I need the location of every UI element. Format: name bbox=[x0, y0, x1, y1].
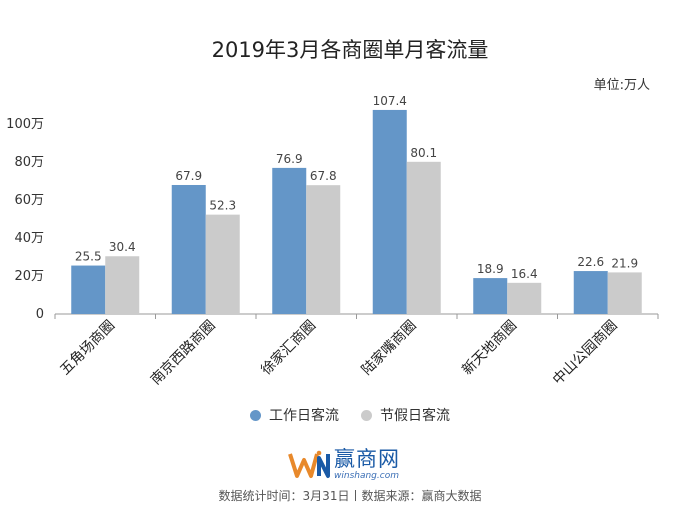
bar-work bbox=[573, 271, 608, 314]
bar-work bbox=[473, 278, 508, 314]
data-label-work: 76.9 bbox=[276, 152, 303, 166]
legend-item-holiday: 节假日客流 bbox=[361, 405, 450, 425]
bar-work bbox=[171, 184, 206, 314]
unit-label: 单位:万人 bbox=[593, 78, 650, 93]
y-tick-label: 40万 bbox=[14, 231, 44, 246]
x-category-label: 陆家嘴商圈 bbox=[358, 317, 420, 379]
footer-source: 数据统计时间：3月31日丨数据来源：赢商大数据 bbox=[218, 489, 482, 503]
data-label-work: 18.9 bbox=[477, 262, 504, 276]
data-label-holiday: 67.8 bbox=[310, 169, 337, 183]
data-label-work: 25.5 bbox=[75, 250, 102, 264]
bar-work bbox=[71, 265, 106, 314]
data-label-work: 107.4 bbox=[373, 94, 407, 108]
bar-holiday bbox=[105, 256, 140, 314]
winshang-logo-icon bbox=[288, 450, 330, 478]
bar-holiday bbox=[205, 214, 240, 314]
x-category-label: 中山公园商圈 bbox=[550, 318, 621, 389]
data-label-holiday: 16.4 bbox=[511, 267, 538, 281]
winshang-logo: 赢商网 winshang.com bbox=[288, 449, 400, 481]
legend-swatch-work bbox=[250, 409, 261, 421]
logo-text-en: winshang.com bbox=[334, 471, 399, 481]
bar-work bbox=[372, 109, 407, 314]
legend-label-work: 工作日客流 bbox=[269, 408, 339, 424]
bar-chart: 0 20万 40万 60万 80万 100万 25.5 30.4 五角场商圈 67.9 52.3 南京… bbox=[6, 94, 659, 389]
y-tick-label: 60万 bbox=[14, 193, 44, 208]
x-category-label: 徐家汇商圈 bbox=[258, 317, 320, 379]
y-tick-label: 0 bbox=[36, 307, 44, 322]
y-tick-label: 20万 bbox=[14, 269, 44, 284]
bar-work bbox=[272, 167, 307, 314]
data-label-holiday: 52.3 bbox=[209, 199, 236, 213]
data-label-work: 22.6 bbox=[577, 255, 604, 269]
legend-label-holiday: 节假日客流 bbox=[380, 408, 450, 424]
logo-text-cn: 赢商网 bbox=[334, 447, 400, 471]
bar-holiday bbox=[306, 185, 341, 314]
legend: 工作日客流 节假日客流 bbox=[0, 405, 700, 425]
bar-holiday bbox=[406, 161, 441, 314]
x-category-label: 五角场商圈 bbox=[57, 318, 118, 379]
chart-title: 2019年3月各商圈单月客流量 bbox=[211, 38, 489, 62]
legend-swatch-holiday bbox=[361, 409, 372, 421]
y-tick-label: 100万 bbox=[6, 117, 44, 132]
x-category-label: 南京西路商圈 bbox=[148, 318, 219, 389]
bar-holiday bbox=[607, 272, 642, 314]
data-label-holiday: 80.1 bbox=[410, 146, 437, 160]
data-label-holiday: 21.9 bbox=[611, 256, 638, 270]
y-tick-label: 80万 bbox=[14, 155, 44, 170]
x-category-label: 新天地商圈 bbox=[459, 318, 520, 379]
legend-item-work: 工作日客流 bbox=[250, 405, 339, 425]
bar-holiday bbox=[507, 282, 542, 314]
data-label-work: 67.9 bbox=[175, 169, 202, 183]
data-label-holiday: 30.4 bbox=[109, 240, 136, 254]
